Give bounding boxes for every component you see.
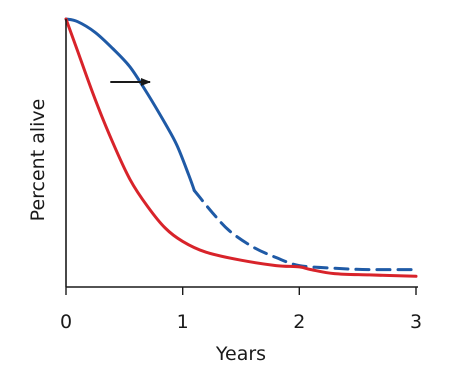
y-axis-title: Percent alive xyxy=(27,99,49,222)
series-layer xyxy=(64,17,418,278)
red-survival-line xyxy=(64,17,418,278)
x-tick-label: 2 xyxy=(293,311,305,333)
x-tick-label: 1 xyxy=(177,311,189,333)
blue-survival-line-solid xyxy=(64,17,196,192)
blue-survival-line-dashed xyxy=(192,189,418,272)
x-tick-label: 0 xyxy=(60,311,72,333)
x-tick-label: 3 xyxy=(410,311,422,333)
x-axis-title: Years xyxy=(215,343,266,365)
x-axis-ticks: 0 1 2 3 xyxy=(60,287,422,333)
